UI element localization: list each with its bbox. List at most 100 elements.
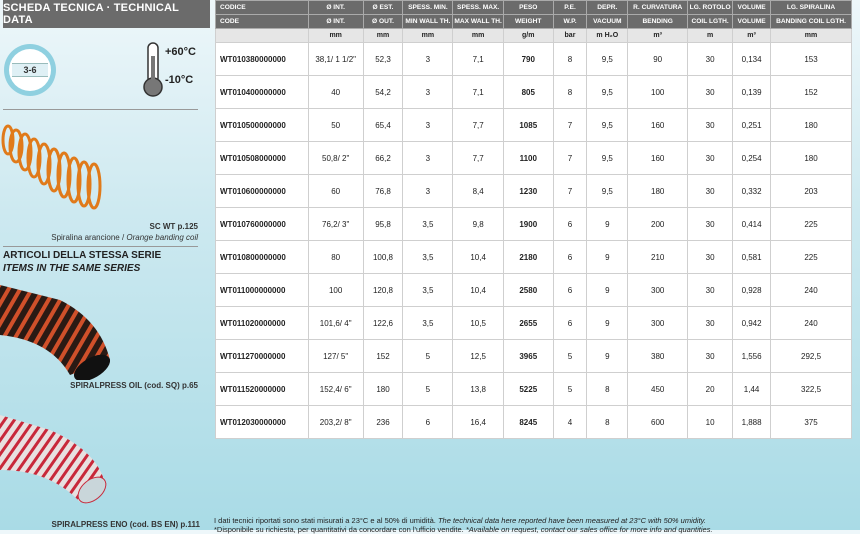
- table-cell: 10,5: [452, 306, 504, 340]
- table-row: WT011520000000 152,4/ 6" 180 5 13,8 5225 5 8 450…: [215, 372, 852, 406]
- table-cell: g/m: [502, 28, 554, 43]
- table-cell: 450: [627, 372, 689, 406]
- table-cell: 30: [687, 42, 734, 76]
- table-cell: WT011000000000: [215, 273, 309, 307]
- table-cell: 300: [627, 306, 689, 340]
- table-cell: 30: [687, 339, 734, 373]
- table-cell: 5: [402, 372, 454, 406]
- table-cell: 1100: [502, 141, 554, 175]
- table-cell: 7: [552, 108, 588, 142]
- table-cell: 152,4/ 6": [307, 372, 364, 406]
- table-cell: 1230: [502, 174, 554, 208]
- table-cell: 225: [770, 240, 852, 274]
- table-cell: LG. SPIRALINA: [770, 0, 852, 15]
- orange-coil-image: [1, 124, 102, 210]
- table-cell: 3965: [502, 339, 554, 373]
- temp-min: -10°C: [165, 74, 194, 86]
- table-cell: 3,5: [402, 207, 454, 241]
- table-cell: 1085: [502, 108, 554, 142]
- table-cell: SPESS. MIN.: [402, 0, 454, 15]
- table-cell: DEPR.: [586, 0, 629, 15]
- header-row-en: CODE Ø INT. Ø OUT. MIN WALL TH. MAX WALL TH.…: [215, 14, 852, 29]
- table-cell: bar: [552, 28, 588, 43]
- table-cell: 600: [627, 405, 689, 439]
- table-cell: mm: [770, 28, 852, 43]
- table-row: WT011270000000 127/ 5" 152 5 12,5 3965 5 9 380 30…: [215, 339, 852, 373]
- table-cell: 1,888: [732, 405, 772, 439]
- table-cell: 152: [770, 75, 852, 109]
- table-cell: 9: [586, 273, 629, 307]
- table-cell: 0,139: [732, 75, 772, 109]
- table-cell: BANDING COIL LGTH.: [770, 14, 852, 29]
- table-cell: 30: [687, 108, 734, 142]
- table-cell: 9,5: [586, 174, 629, 208]
- table-cell: 66,2: [362, 141, 404, 175]
- table-cell: 100,8: [362, 240, 404, 274]
- table-cell: 6: [402, 405, 454, 439]
- table-cell: 1,556: [732, 339, 772, 373]
- table-cell: m³: [627, 28, 689, 43]
- table-cell: 8,4: [452, 174, 504, 208]
- table-cell: 9,5: [586, 108, 629, 142]
- table-cell: 3,5: [402, 273, 454, 307]
- table-cell: [215, 28, 309, 43]
- temp-max: +60°C: [165, 46, 197, 58]
- table-cell: 95,8: [362, 207, 404, 241]
- table-cell: 7: [552, 174, 588, 208]
- table-cell: 10: [687, 405, 734, 439]
- table-cell: WT010800000000: [215, 240, 309, 274]
- spiralpress-eno-hose-image: [0, 415, 107, 504]
- table-cell: 8: [586, 372, 629, 406]
- table-cell: 80: [307, 240, 364, 274]
- table-cell: W.P.: [552, 14, 588, 29]
- table-cell: 101,6/ 4": [307, 306, 364, 340]
- table-cell: 52,3: [362, 42, 404, 76]
- table-cell: WT010760000000: [215, 207, 309, 241]
- table-cell: 4: [552, 405, 588, 439]
- section-title: SCHEDA TECNICA · TECHNICAL DATA: [3, 0, 210, 28]
- table-cell: mm: [307, 28, 364, 43]
- series-heading: ARTICOLI DELLA STESSA SERIE: [3, 250, 162, 261]
- product-oil-label: SPIRALPRESS OIL (cod. SQ) p.65: [70, 381, 198, 390]
- table-cell: 240: [770, 273, 852, 307]
- table-cell: 16,4: [452, 405, 504, 439]
- table-cell: 292,5: [770, 339, 852, 373]
- product-eno-label: SPIRALPRESS ENO (cod. BS EN) p.111: [51, 520, 200, 529]
- table-cell: 122,6: [362, 306, 404, 340]
- coil-code: SC WT p.125: [149, 222, 198, 231]
- table-cell: 9: [586, 207, 629, 241]
- table-cell: P.E.: [552, 0, 588, 15]
- table-cell: 5: [552, 339, 588, 373]
- table-cell: 3: [402, 174, 454, 208]
- table-cell: VACUUM: [586, 14, 629, 29]
- table-cell: mm: [402, 28, 454, 43]
- table-row: WT011020000000 101,6/ 4" 122,6 3,5 10,5 2655 6…: [215, 306, 852, 340]
- divider: [3, 246, 198, 247]
- table-cell: 8: [552, 75, 588, 109]
- table-cell: 30: [687, 174, 734, 208]
- table-cell: 7,7: [452, 108, 504, 142]
- table-cell: 805: [502, 75, 554, 109]
- table-cell: 54,2: [362, 75, 404, 109]
- table-cell: 8: [586, 405, 629, 439]
- table-cell: 240: [770, 306, 852, 340]
- table-cell: 6: [552, 306, 588, 340]
- table-cell: 76,2/ 3": [307, 207, 364, 241]
- table-cell: 9: [586, 240, 629, 274]
- table-cell: 38,1/ 1 1/2": [307, 42, 364, 76]
- table-cell: m³: [732, 28, 772, 43]
- technical-data-table: CODICE Ø INT. Ø EST. SPESS. MIN. SPESS. MAX.…: [215, 0, 852, 439]
- table-cell: 10,4: [452, 273, 504, 307]
- table-cell: 0,581: [732, 240, 772, 274]
- table-cell: 30: [687, 240, 734, 274]
- table-cell: 0,942: [732, 306, 772, 340]
- table-cell: 50,8/ 2": [307, 141, 364, 175]
- table-cell: 5225: [502, 372, 554, 406]
- table-row: WT011000000000 100 120,8 3,5 10,4 2580 6 9 300 30…: [215, 273, 852, 307]
- table-cell: 30: [687, 273, 734, 307]
- table-cell: 30: [687, 75, 734, 109]
- table-cell: SPESS. MAX.: [452, 0, 504, 15]
- table-cell: 0,928: [732, 273, 772, 307]
- table-cell: mm: [452, 28, 504, 43]
- table-cell: 7,1: [452, 42, 504, 76]
